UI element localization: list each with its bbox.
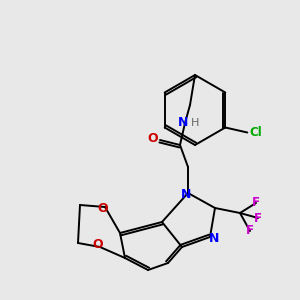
Text: N: N xyxy=(209,232,219,245)
Text: F: F xyxy=(246,224,254,238)
Text: O: O xyxy=(98,202,108,215)
Text: F: F xyxy=(252,196,260,209)
Text: O: O xyxy=(93,238,103,251)
Text: O: O xyxy=(148,131,158,145)
Text: Cl: Cl xyxy=(249,126,262,139)
Text: N: N xyxy=(178,116,188,130)
Text: F: F xyxy=(254,212,262,224)
Text: H: H xyxy=(191,118,199,128)
Text: N: N xyxy=(181,188,191,200)
